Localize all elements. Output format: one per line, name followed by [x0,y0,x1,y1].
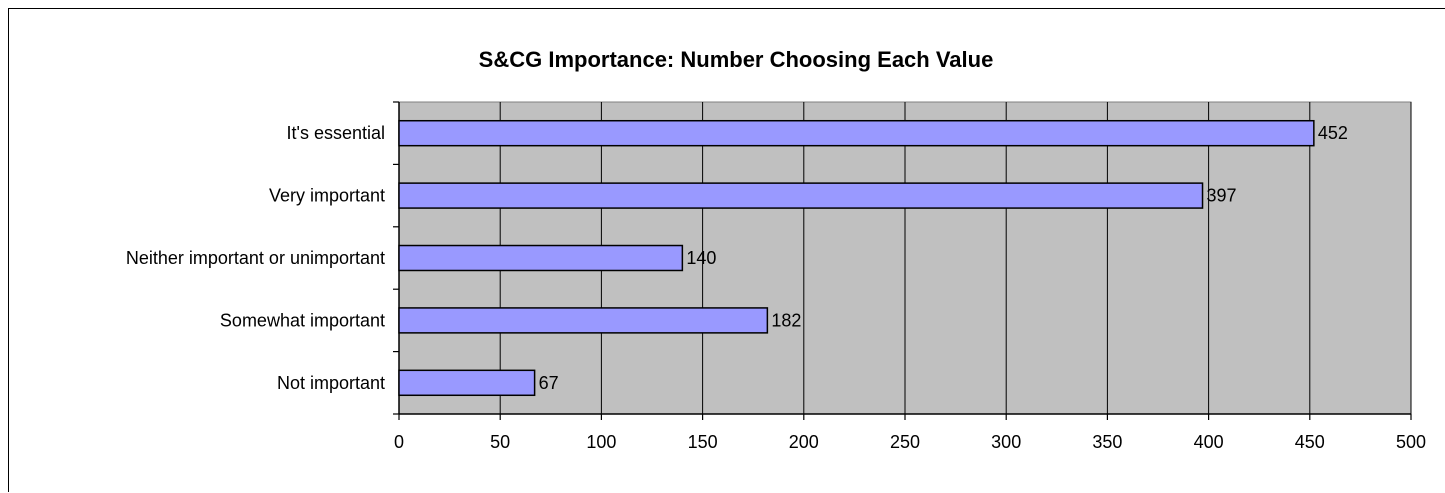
category-label: Very important [269,186,385,206]
data-label: 140 [686,248,716,268]
data-label: 67 [539,373,559,393]
x-tick-label: 200 [789,432,819,452]
data-label: 397 [1207,186,1237,206]
bar [398,244,684,272]
plot-area: 0 50 100 150 200 250 300 350 400 450 500 It's essen… [126,101,1426,452]
x-tick-label: 100 [586,432,616,452]
x-tick-label: 350 [1092,432,1122,452]
chart-title: S&CG Importance: Number Choosing Each Va… [479,47,994,72]
bar-chart: S&CG Importance: Number Choosing Each Va… [126,47,1426,452]
x-tick-label: 450 [1295,432,1325,452]
chart-frame: S&CG Importance: Number Choosing Each Va… [8,8,1445,492]
data-label: 452 [1318,123,1348,143]
data-label: 182 [771,310,801,330]
bar [398,369,536,397]
x-tick-label: 300 [991,432,1021,452]
x-tick-label: 500 [1396,432,1426,452]
category-label: Somewhat important [220,310,385,330]
category-label: Neither important or unimportant [126,248,385,268]
x-tick-label: 400 [1194,432,1224,452]
x-tick-label: 50 [490,432,510,452]
category-label: Not important [277,373,385,393]
bar [398,307,769,334]
x-tick-label: 150 [688,432,718,452]
category-label: It's essential [287,123,385,143]
x-tick-label: 0 [394,432,404,452]
x-tick-label: 250 [890,432,920,452]
bar [398,119,1315,147]
bar [398,182,1204,209]
